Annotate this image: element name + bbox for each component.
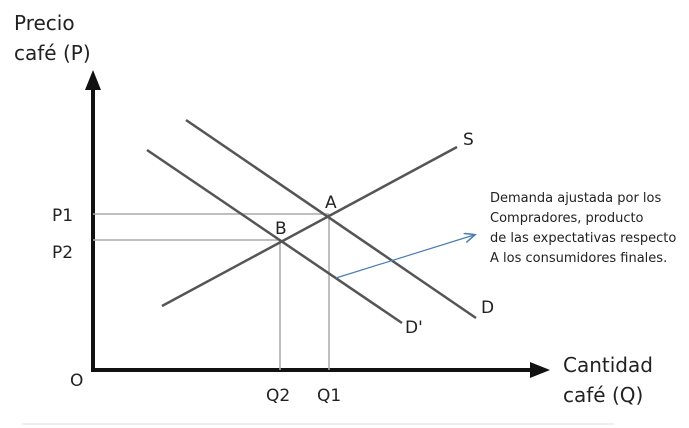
x-axis-title-line2: café (Q): [563, 383, 643, 407]
point-a-label: A: [325, 193, 337, 213]
demand-shifted-curve: [146, 148, 403, 325]
supply-curve: [161, 145, 458, 308]
x-axis-title-line1: Cantidad: [563, 353, 653, 377]
demand-curve: [185, 118, 477, 320]
annotation-line-4: A los consumidores finales.: [490, 251, 667, 266]
demand-shifted-curve-label: D': [405, 318, 423, 338]
annotation-line-1: Demanda ajustada por los: [490, 191, 661, 206]
quantity-label-q2: Q2: [266, 386, 290, 406]
annotation-line-3: de las expectativas respecto: [490, 231, 676, 246]
y-axis-title-line2: café (P): [14, 41, 91, 65]
y-axis-title-line1: Precio: [14, 11, 75, 35]
origin-label: O: [70, 371, 83, 391]
point-b-label: B: [275, 219, 287, 239]
supply-curve-label: S: [463, 130, 474, 150]
annotation-arrow: [335, 235, 474, 279]
x-axis-arrowhead: [530, 362, 550, 378]
price-label-p2: P2: [52, 243, 73, 263]
demand-curve-label: D: [481, 298, 494, 318]
quantity-label-q1: Q1: [317, 386, 341, 406]
y-axis-arrowhead: [85, 70, 101, 90]
price-label-p1: P1: [52, 206, 73, 226]
annotation-line-2: Compradores, producto: [490, 211, 644, 226]
